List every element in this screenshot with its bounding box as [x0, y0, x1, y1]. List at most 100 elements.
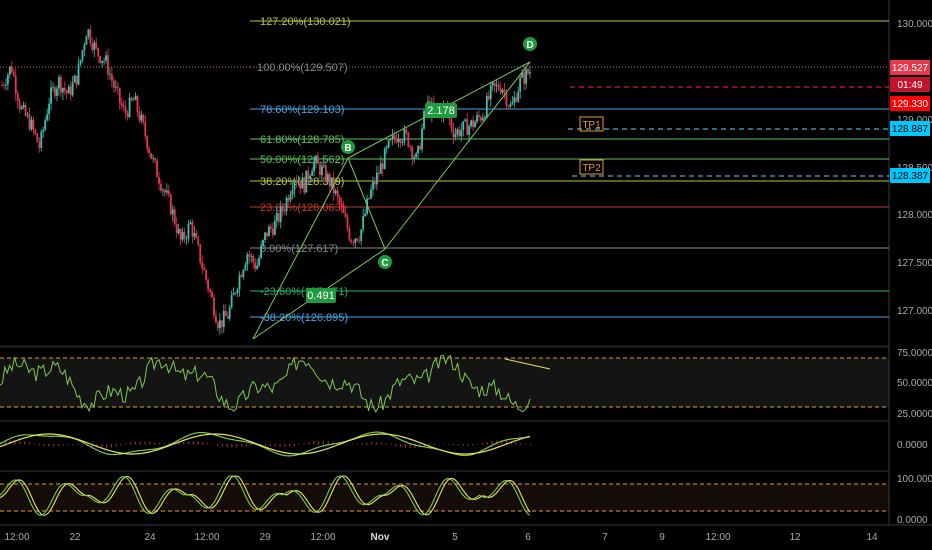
candle-body: [87, 29, 90, 37]
candle-body: [313, 161, 315, 172]
osc-histogram-bar: [14, 440, 16, 445]
candle-body: [478, 115, 480, 118]
candle-body: [40, 131, 43, 148]
target-label: TP1: [582, 120, 601, 131]
candle-body: [330, 177, 333, 187]
osc-histogram-bar: [414, 444, 416, 448]
candle-body: [73, 75, 76, 83]
candle-body: [299, 182, 302, 189]
osc-histogram-bar: [4, 441, 7, 445]
osc-histogram-bar: [424, 444, 426, 447]
osc-histogram-bar: [125, 443, 127, 445]
candle-body: [375, 172, 378, 185]
candle-body: [236, 289, 239, 294]
candle-body: [507, 105, 510, 107]
candle-body: [112, 80, 115, 88]
osc-histogram-bar: [530, 444, 532, 445]
candle-body: [485, 95, 488, 117]
candle-body: [224, 310, 227, 317]
candle-body: [413, 157, 416, 159]
candle-body: [362, 215, 365, 230]
candle-body: [77, 64, 80, 85]
time-tick-label: 12: [789, 532, 801, 543]
candle-body: [63, 87, 66, 91]
candle-body: [46, 114, 49, 121]
osc-histogram-bar: [187, 441, 190, 445]
candle-body: [234, 292, 237, 294]
stoch-band: [0, 484, 889, 511]
candle-body: [254, 262, 257, 270]
osc-histogram-bar: [308, 442, 310, 445]
osc-histogram-bar: [207, 442, 209, 445]
candle-body: [10, 66, 13, 73]
osc-histogram-bar: [274, 444, 276, 447]
candle-body: [340, 203, 343, 206]
candle-body: [187, 223, 190, 239]
osc-histogram-bar: [380, 442, 382, 445]
osc-histogram-bar: [332, 441, 334, 445]
candle-body: [521, 72, 524, 78]
osc-histogram-bar: [96, 444, 98, 448]
osc-histogram-bar: [269, 444, 272, 446]
osc-histogram-bar: [322, 440, 325, 445]
osc-histogram-bar: [77, 444, 79, 445]
time-tick-label: 7: [602, 532, 608, 543]
time-tick-label: 12:00: [705, 532, 730, 543]
candle-body: [211, 291, 213, 298]
osc-histogram-bar: [265, 444, 267, 446]
candle-body: [395, 138, 398, 143]
osc-histogram-bar: [120, 444, 122, 446]
candle-body: [381, 163, 384, 169]
candle-body: [481, 117, 484, 121]
osc-histogram-bar: [515, 442, 517, 445]
osc-histogram-bar: [327, 441, 329, 445]
candle-body: [146, 136, 149, 149]
osc-histogram-bar: [356, 443, 358, 445]
candle-body: [177, 229, 180, 234]
osc-histogram-bar: [491, 440, 493, 445]
candle-body: [8, 66, 11, 75]
candle-body: [101, 60, 104, 63]
candle-body: [303, 177, 306, 193]
candle-body: [454, 134, 457, 138]
candle-body: [423, 110, 425, 129]
candle-body: [232, 292, 235, 296]
candle-body: [268, 226, 270, 237]
time-tick-label: 12:00: [310, 532, 335, 543]
candle-body: [270, 226, 272, 229]
osc-histogram-bar: [202, 441, 204, 445]
osc-histogram-bar: [212, 444, 214, 445]
pattern-point-d: [523, 37, 537, 51]
candle-body: [197, 238, 200, 245]
candle-body: [389, 139, 392, 140]
osc-histogram-bar: [240, 444, 243, 447]
osc-histogram-bar: [448, 444, 450, 445]
candle-body: [252, 255, 255, 263]
osc-histogram-bar: [409, 444, 411, 449]
candle-body: [513, 97, 516, 104]
candle-body: [277, 213, 280, 222]
candle-body: [89, 29, 92, 44]
candle-body: [515, 97, 518, 102]
osc-histogram-bar: [81, 444, 84, 446]
osc-histogram-bar: [159, 443, 161, 445]
candle-body: [264, 232, 266, 240]
osc-histogram-bar: [28, 442, 31, 445]
candle-body: [474, 122, 476, 128]
candle-body: [175, 224, 178, 234]
candle-body: [59, 76, 62, 93]
candle-body: [44, 120, 47, 130]
osc-histogram-bar: [144, 441, 146, 445]
fib-level-label: -38.20%(126.895): [260, 312, 348, 324]
candle-body: [203, 267, 206, 271]
candle-body: [527, 69, 529, 74]
candle-body: [142, 114, 145, 123]
pattern-point-label: C: [381, 258, 388, 269]
candle-body: [195, 232, 198, 239]
osc-histogram-bar: [342, 443, 344, 445]
candle-body: [456, 129, 459, 135]
candle-body: [171, 209, 174, 215]
candle-body: [466, 119, 469, 135]
